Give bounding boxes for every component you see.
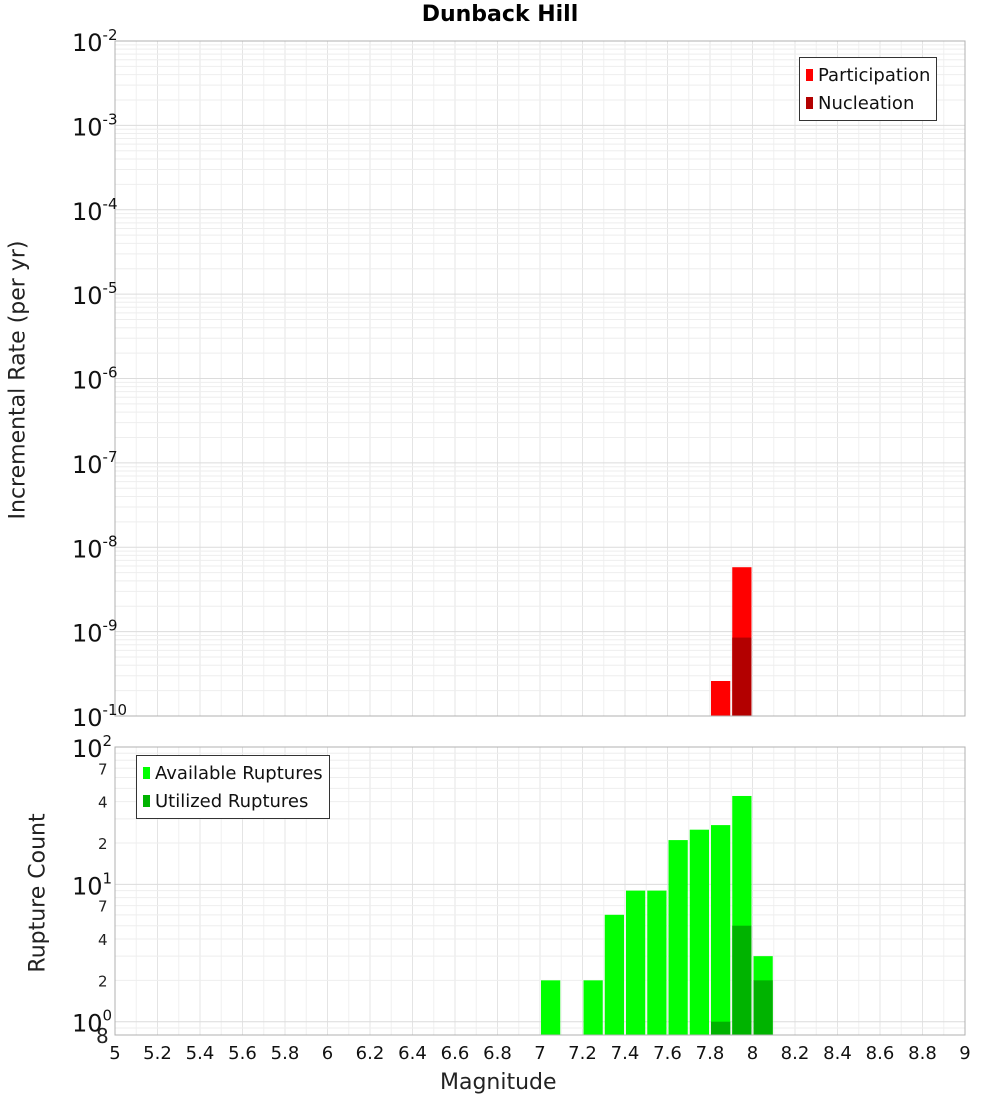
x-tick-label: 5.6 bbox=[228, 1043, 257, 1064]
x-tick-label: 7 bbox=[534, 1043, 545, 1064]
plot-frame bbox=[114, 746, 966, 1036]
plot-frame bbox=[114, 40, 966, 717]
x-tick-label: 7.4 bbox=[611, 1043, 640, 1064]
y-minor-tick-label: 4 bbox=[98, 931, 108, 949]
bar-available-ruptures bbox=[604, 914, 624, 1035]
legend-item-available: Available Ruptures bbox=[143, 759, 323, 787]
legend-item-participation: Participation bbox=[806, 61, 930, 89]
y-minor-tick-label: 2 bbox=[98, 972, 108, 990]
y-tick-label: 10-4 bbox=[72, 195, 118, 226]
x-tick-label: 5.2 bbox=[143, 1043, 172, 1064]
x-tick-label: 6 bbox=[322, 1043, 333, 1064]
x-tick-label: 8.8 bbox=[908, 1043, 937, 1064]
x-tick-label: 7.8 bbox=[696, 1043, 725, 1064]
x-tick-label: 8 bbox=[747, 1043, 758, 1064]
rate-plot: 10-2 10-3 10-4 10-5 10-6 10-7 10-8 10-9 10-10 bbox=[72, 26, 966, 732]
y-minor-tick-label: 2 bbox=[98, 835, 108, 853]
y-tick-label: 10-7 bbox=[72, 448, 118, 479]
count-y-axis-label: Rupture Count bbox=[25, 813, 51, 973]
bar-available-ruptures bbox=[626, 890, 646, 1035]
legend-label: Utilized Ruptures bbox=[155, 790, 309, 812]
chart-title: Dunback Hill bbox=[421, 2, 579, 27]
bar-utilized-ruptures bbox=[711, 1021, 731, 1035]
bar-participation bbox=[711, 680, 731, 716]
rate-legend: Participation Nucleation bbox=[799, 57, 938, 121]
y-tick-label: 10-9 bbox=[72, 617, 118, 648]
bar-available-ruptures bbox=[689, 829, 709, 1035]
y-tick-label: 10-6 bbox=[72, 364, 118, 395]
x-tick-label: 6.2 bbox=[356, 1043, 385, 1064]
count-legend: Available Ruptures Utilized Ruptures bbox=[136, 755, 330, 819]
utilized-swatch bbox=[143, 795, 150, 807]
bar-utilized-ruptures bbox=[732, 925, 752, 1035]
y-minor-tick-label: 8 bbox=[96, 1024, 109, 1048]
bar-available-ruptures bbox=[541, 980, 561, 1035]
y-tick-label: 10-3 bbox=[72, 110, 118, 141]
bar-available-ruptures bbox=[711, 825, 731, 1035]
x-tick-label: 8.2 bbox=[781, 1043, 810, 1064]
y-minor-tick-label: 7 bbox=[98, 760, 108, 778]
legend-item-nucleation: Nucleation bbox=[806, 89, 930, 117]
x-tick-label: 6.8 bbox=[483, 1043, 512, 1064]
x-tick-label: 6.4 bbox=[398, 1043, 427, 1064]
y-minor-tick-label: 4 bbox=[98, 794, 108, 812]
y-tick-label: 10-2 bbox=[72, 26, 118, 57]
x-axis-label: Magnitude bbox=[440, 1070, 557, 1095]
x-tick-label: 8.6 bbox=[866, 1043, 895, 1064]
bar-available-ruptures bbox=[583, 980, 603, 1035]
x-tick-label: 9 bbox=[959, 1043, 970, 1064]
bar-utilized-ruptures bbox=[753, 980, 773, 1035]
x-tick-label: 5 bbox=[109, 1043, 120, 1064]
y-tick-label: 10-8 bbox=[72, 532, 118, 563]
nucleation-swatch bbox=[806, 97, 813, 109]
participation-swatch bbox=[806, 69, 813, 81]
legend-label: Participation bbox=[818, 64, 931, 86]
bar-available-ruptures bbox=[668, 840, 688, 1035]
bar-available-ruptures bbox=[647, 890, 667, 1035]
y-tick-label: 100 bbox=[72, 1007, 112, 1038]
y-tick-label: 10-10 bbox=[72, 701, 127, 732]
x-tick-label: 5.8 bbox=[271, 1043, 300, 1064]
y-tick-label: 101 bbox=[72, 869, 112, 900]
x-tick-label: 7.2 bbox=[568, 1043, 597, 1064]
y-tick-label: 102 bbox=[72, 732, 112, 763]
rate-y-axis-label: Incremental Rate (per yr) bbox=[5, 240, 31, 520]
legend-label: Nucleation bbox=[818, 92, 915, 114]
bar-nucleation bbox=[732, 637, 752, 716]
x-tick-label: 8.4 bbox=[823, 1043, 852, 1064]
x-tick-label: 7.6 bbox=[653, 1043, 682, 1064]
legend-item-utilized: Utilized Ruptures bbox=[143, 787, 323, 815]
y-tick-label: 10-5 bbox=[72, 279, 118, 310]
x-tick-label: 6.6 bbox=[441, 1043, 470, 1064]
available-swatch bbox=[143, 767, 150, 779]
y-minor-tick-label: 7 bbox=[98, 898, 108, 916]
x-tick-label: 5.4 bbox=[186, 1043, 215, 1064]
legend-label: Available Ruptures bbox=[155, 762, 323, 784]
